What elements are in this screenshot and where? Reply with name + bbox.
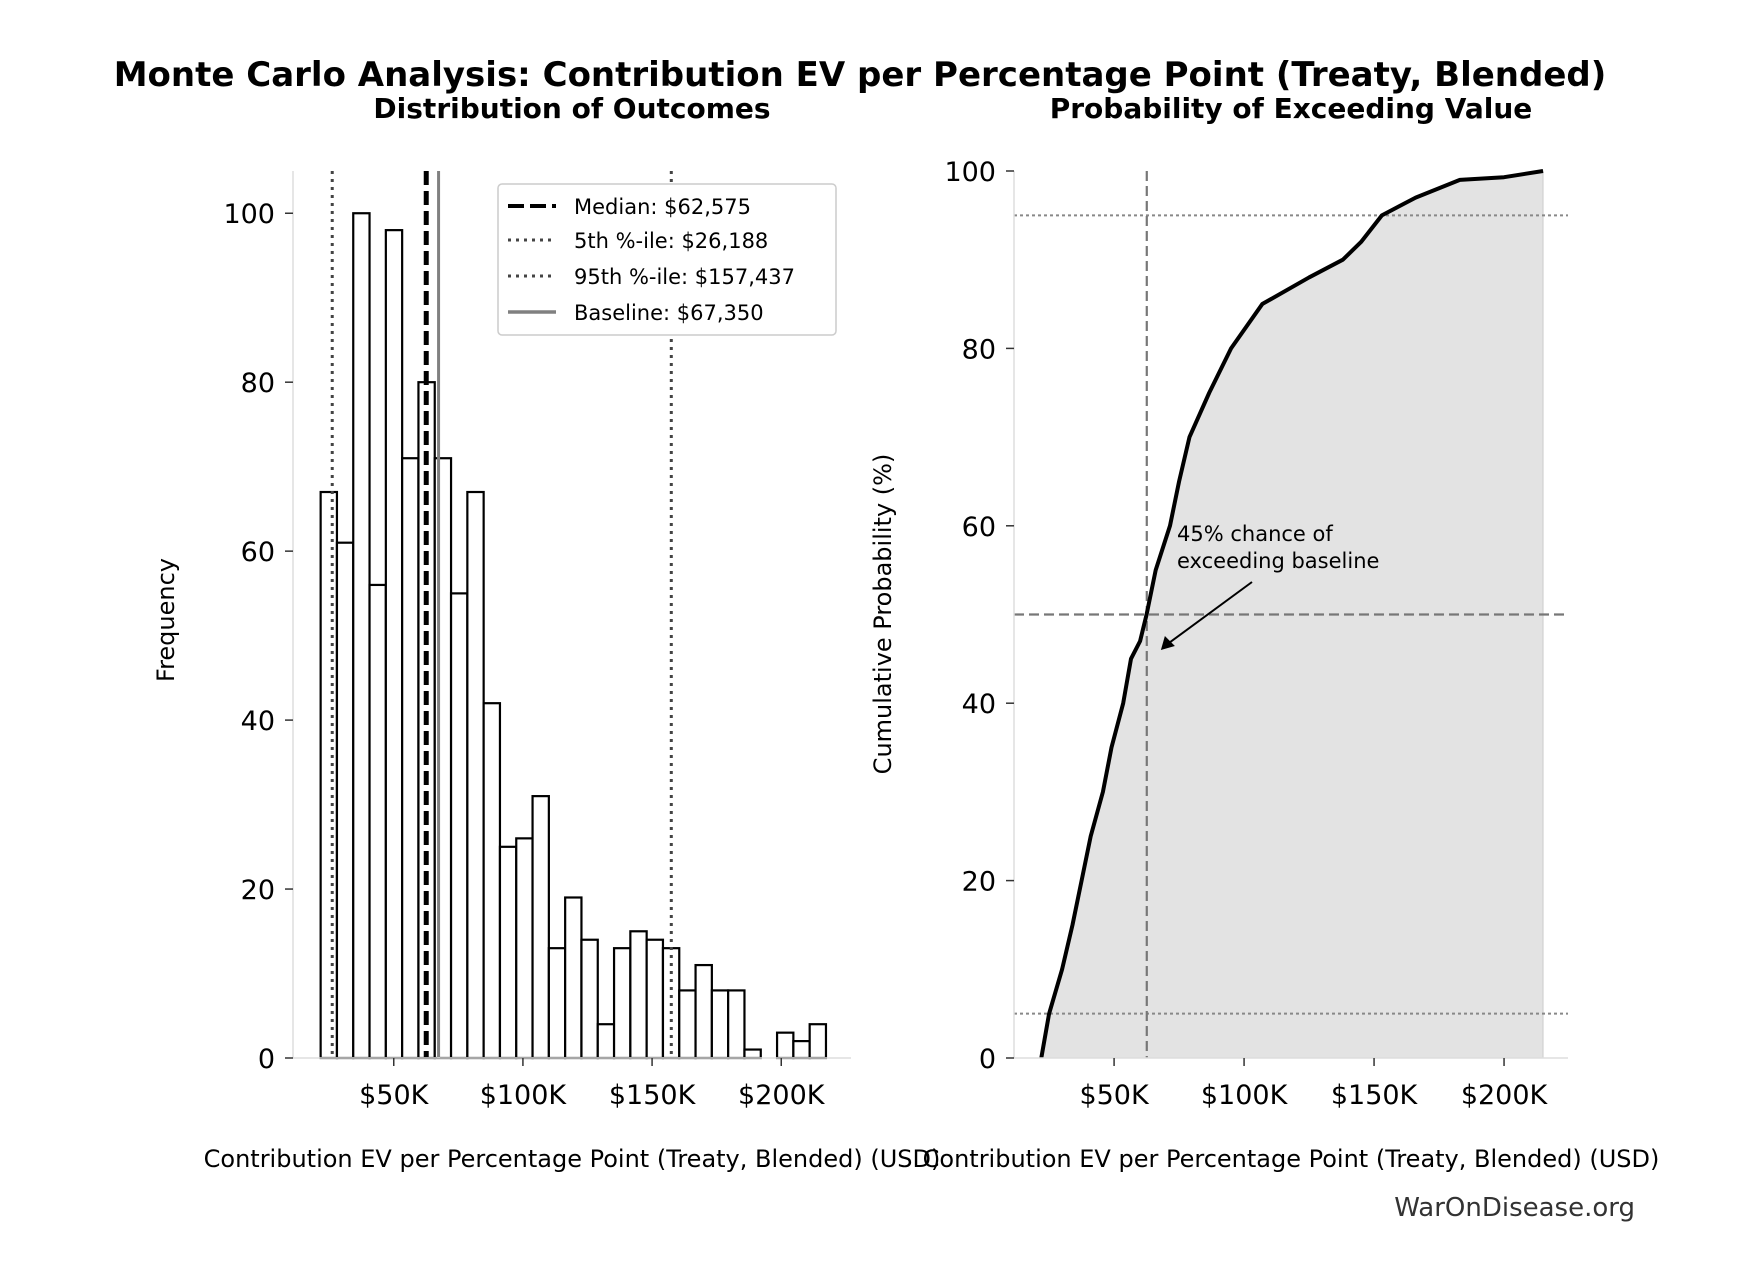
histogram-bar xyxy=(808,1023,828,1060)
histogram-bar xyxy=(564,896,583,1060)
histogram-panel: Distribution of Outcomes $50K $100K $150K $… xyxy=(152,92,940,1173)
cdf-x-tick-label: $100K xyxy=(1201,1080,1289,1111)
cdf-ylabel: Cumulative Probability (%) xyxy=(869,454,897,775)
histogram-y-tick-label: 80 xyxy=(241,368,275,399)
histogram-x-tick-label: $150K xyxy=(609,1080,697,1111)
cdf-y-tick-label: 0 xyxy=(979,1044,996,1075)
legend-median: Median: $62,575 xyxy=(574,195,751,219)
cdf-y-tick-label: 80 xyxy=(962,334,996,365)
cdf-x-tick-label: $150K xyxy=(1331,1080,1419,1111)
histogram-bar xyxy=(515,837,534,1060)
histogram-bar xyxy=(612,947,632,1060)
histogram-bar xyxy=(645,938,665,1060)
cdf-y-tick-label: 20 xyxy=(962,867,996,898)
histogram-bar xyxy=(727,989,746,1060)
histogram-bar xyxy=(449,592,469,1060)
cdf-y-tick-label: 60 xyxy=(962,512,996,543)
cdf-panel: Probability of Exceeding Value $50K $100K… xyxy=(869,92,1659,1173)
histogram-y-tick-label: 100 xyxy=(223,199,275,230)
histogram-x-tick-label: $50K xyxy=(359,1080,430,1111)
cdf-curve xyxy=(1039,169,1544,1059)
histogram-y-tick-label: 20 xyxy=(241,875,275,906)
histogram-bar xyxy=(531,795,550,1060)
histogram-y-tick-label: 40 xyxy=(241,706,275,737)
histogram-bar xyxy=(580,938,599,1060)
histogram-bar xyxy=(401,457,420,1060)
histogram-bar xyxy=(596,1023,616,1060)
cdf-y-tick-label: 40 xyxy=(962,689,996,720)
histogram-bar xyxy=(710,989,730,1060)
histogram-bar xyxy=(775,1031,795,1060)
annotation-line-1: 45% chance of xyxy=(1177,522,1333,546)
cdf-title: Probability of Exceeding Value xyxy=(1050,92,1533,125)
histogram-ylabel: Frequency xyxy=(152,558,180,682)
histogram-bar xyxy=(547,947,567,1060)
histogram-xlabel: Contribution EV per Percentage Point (Tr… xyxy=(204,1145,941,1173)
histogram-bar xyxy=(792,1040,811,1060)
histogram-bar xyxy=(678,989,697,1060)
legend-baseline: Baseline: $67,350 xyxy=(574,301,764,325)
histogram-y-tick-label: 0 xyxy=(258,1044,275,1075)
histogram-bar xyxy=(498,845,518,1060)
annotation-arrowhead xyxy=(1160,635,1175,650)
histogram-title: Distribution of Outcomes xyxy=(373,92,770,125)
annotation-line-2: exceeding baseline xyxy=(1177,549,1379,573)
watermark: WarOnDisease.org xyxy=(1394,1193,1635,1223)
cdf-x-tick-label: $50K xyxy=(1079,1080,1150,1111)
histogram-bar xyxy=(352,212,371,1060)
histogram-bar xyxy=(384,229,404,1060)
cdf-x-tick-label: $200K xyxy=(1461,1080,1549,1111)
annotation-arrow xyxy=(1164,581,1253,647)
legend-95th: 95th %-ile: $157,437 xyxy=(574,265,795,289)
legend-5th: 5th %-ile: $26,188 xyxy=(574,229,768,253)
cdf-y-tick-label: 100 xyxy=(944,157,996,188)
histogram-bar xyxy=(368,583,387,1060)
histogram-bar xyxy=(629,930,648,1060)
histogram-x-tick-label: $100K xyxy=(480,1080,568,1111)
histogram-bar xyxy=(743,1048,762,1060)
histogram-bar xyxy=(466,490,485,1060)
histogram-bar xyxy=(694,963,713,1060)
figure-title: Monte Carlo Analysis: Contribution EV pe… xyxy=(114,55,1607,95)
histogram-x-tick-label: $200K xyxy=(738,1080,826,1111)
cdf-xlabel: Contribution EV per Percentage Point (Tr… xyxy=(923,1145,1660,1173)
histogram-bar xyxy=(319,490,339,1060)
histogram-bar xyxy=(335,541,355,1060)
histogram-legend: Median: $62,575 5th %-ile: $26,188 95th … xyxy=(497,183,837,336)
histogram-y-tick-label: 60 xyxy=(241,537,275,568)
histogram-bar xyxy=(482,702,502,1060)
